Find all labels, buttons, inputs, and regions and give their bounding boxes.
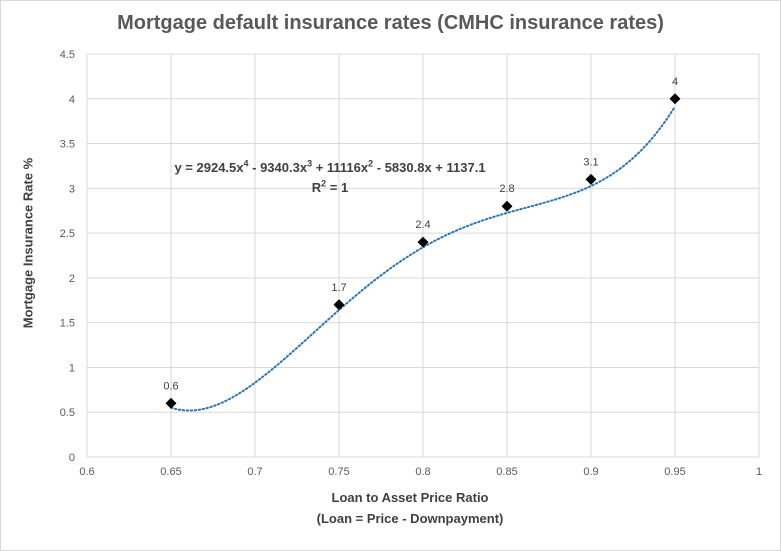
y-tick-label: 2.5 [60, 228, 75, 240]
y-tick-label: 4.5 [60, 49, 75, 61]
data-label: 2.8 [499, 183, 514, 195]
y-tick-label: 0 [69, 452, 75, 464]
data-label: 1.7 [331, 282, 346, 294]
data-point-marker [333, 299, 345, 311]
y-tick-label: 3.5 [60, 139, 75, 151]
x-tick-label: 0.8 [415, 466, 430, 478]
data-label: 0.6 [163, 380, 178, 392]
y-tick-label: 3 [69, 183, 75, 195]
y-tick-label: 1.5 [60, 318, 75, 330]
x-tick-label: 0.75 [328, 466, 349, 478]
data-point-marker [417, 236, 429, 248]
data-label: 2.4 [415, 219, 430, 231]
x-tick-label: 0.7 [247, 466, 262, 478]
data-label: 4 [672, 76, 678, 88]
data-label: 3.1 [583, 156, 598, 168]
x-tick-label: 0.95 [664, 466, 685, 478]
data-point-marker [501, 200, 513, 212]
x-tick-label: 0.65 [160, 466, 181, 478]
y-axis-label: Mortgage Insurance Rate % [20, 157, 36, 329]
data-point-marker [585, 173, 597, 185]
x-axis-sublabel: (Loan = Price - Downpayment) [316, 511, 504, 526]
x-tick-label: 0.85 [496, 466, 517, 478]
trendline-equation: y = 2924.5x4 - 9340.3x3 + 11116x2 - 5830… [174, 158, 486, 175]
data-point-marker [165, 397, 177, 409]
data-point-marker [669, 93, 681, 105]
y-tick-label: 0.5 [60, 407, 75, 419]
y-tick-label: 4 [69, 94, 75, 106]
x-tick-label: 1 [756, 466, 762, 478]
r-squared-label: R2 = 1 [311, 178, 349, 195]
x-tick-label: 0.9 [583, 466, 598, 478]
x-tick-label: 0.6 [79, 466, 94, 478]
y-tick-label: 2 [69, 273, 75, 285]
chart-title: Mortgage default insurance rates (CMHC i… [117, 12, 664, 34]
y-tick-label: 1 [69, 362, 75, 374]
x-axis-label: Loan to Asset Price Ratio [331, 490, 489, 505]
